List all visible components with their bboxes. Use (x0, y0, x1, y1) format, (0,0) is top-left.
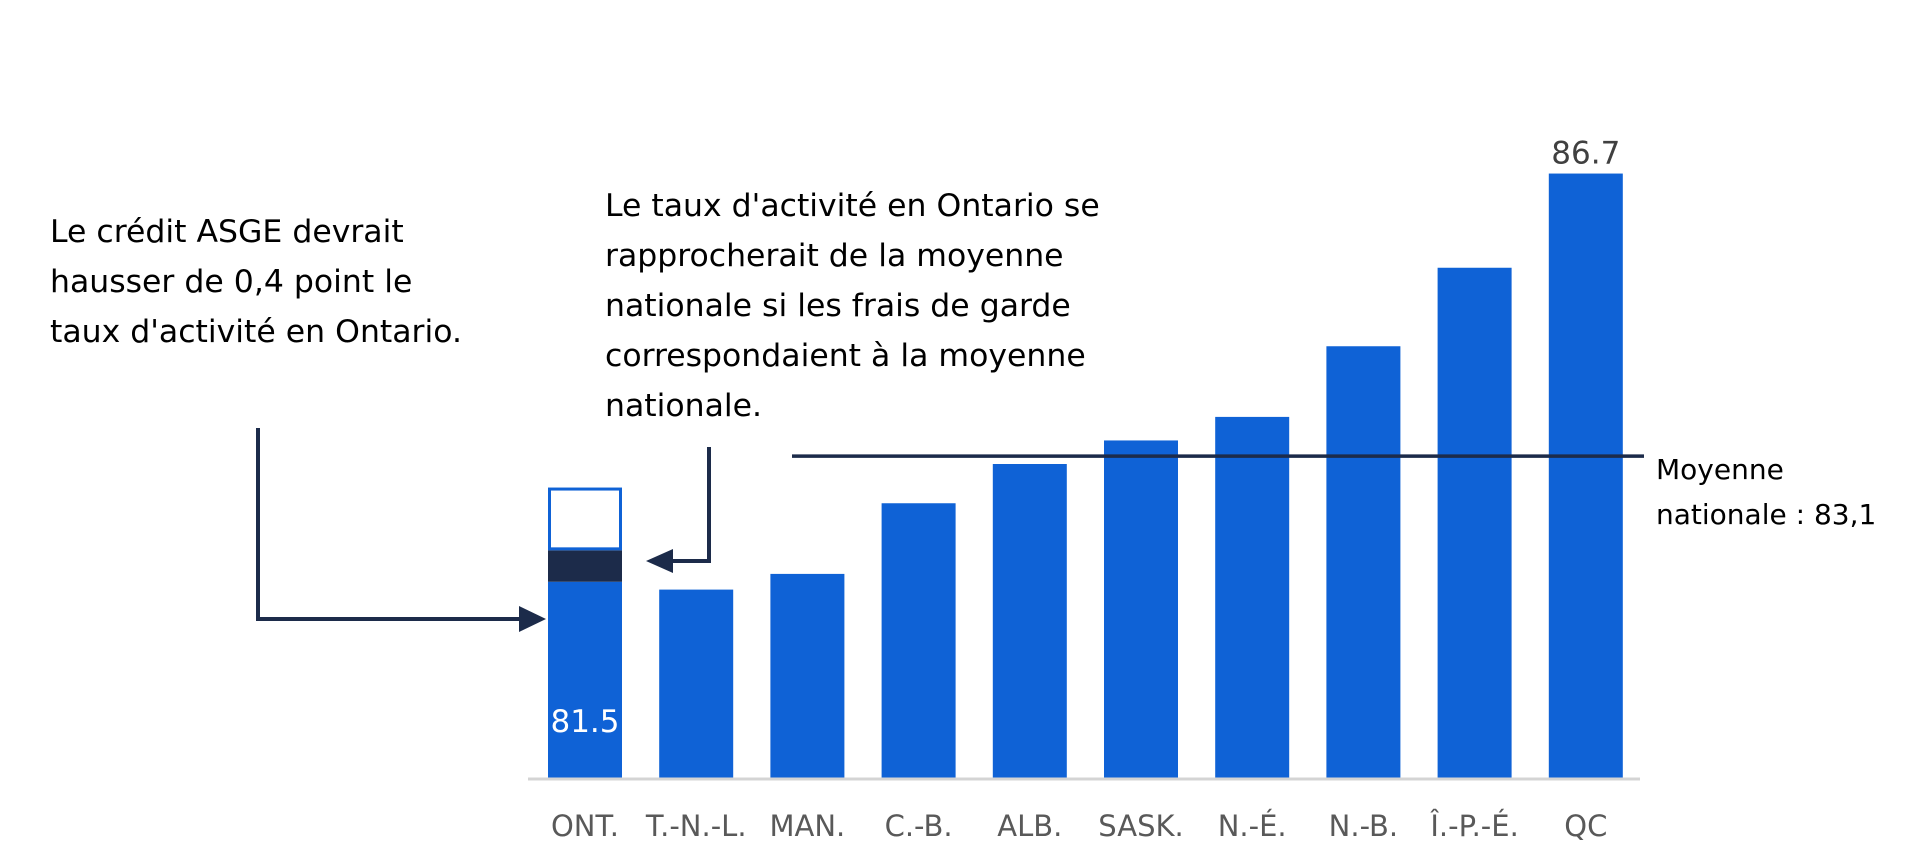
bars-group (548, 173, 1623, 779)
bar-sask (1104, 440, 1178, 778)
x-tick-ont: ONT. (551, 809, 619, 843)
bar-c-b (881, 503, 956, 778)
bar-ont (548, 581, 622, 778)
annotation-childcare-fees: Le taux d'activité en Ontario se rapproc… (605, 188, 1100, 424)
bar-n-b (1326, 346, 1401, 778)
bar-i-p-e (1437, 267, 1512, 778)
x-tick-sask: SASK. (1098, 809, 1183, 843)
ontario-increments-group (548, 487, 622, 582)
x-tick-labels-group: ONT. T.-N.-L. MAN. C.-B. ALB. SASK. N.-É. N.-B.… (551, 809, 1607, 843)
x-tick-c-b: C.-B. (885, 809, 953, 843)
ontario-increment-2 (548, 487, 622, 551)
bar-n-e (1215, 416, 1290, 778)
bar-alb (992, 464, 1067, 778)
childcare-arrow (646, 447, 711, 573)
x-tick-man: MAN. (770, 809, 846, 843)
bar-man (770, 573, 845, 778)
x-tick-qc: QC (1564, 809, 1607, 843)
value-labels-group: 81.5 86.7 (550, 136, 1620, 740)
x-tick-alb: ALB. (997, 809, 1062, 843)
value-label-qc: 86.7 (1551, 136, 1620, 172)
x-tick-i-p-e: Î.-P.-É. (1429, 809, 1518, 843)
national-average-label-line2: nationale : 83,1 (1656, 498, 1877, 531)
national-average-label-line1: Moyenne (1656, 453, 1784, 486)
x-tick-n-b: N.-B. (1329, 809, 1398, 843)
x-tick-t-n-l: T.-N.-L. (645, 809, 747, 843)
annotation-asge-credit: Le crédit ASGE devrait hausser de 0,4 po… (50, 214, 462, 350)
value-label-ont: 81.5 (550, 704, 619, 740)
ontario-increment-1 (548, 550, 622, 582)
asge-arrow (256, 428, 546, 632)
x-tick-n-e: N.-É. (1218, 809, 1287, 843)
bar-t-n-l (659, 589, 734, 778)
bar-qc (1548, 173, 1623, 779)
national-average-label: Moyenne nationale : 83,1 (1656, 447, 1876, 537)
